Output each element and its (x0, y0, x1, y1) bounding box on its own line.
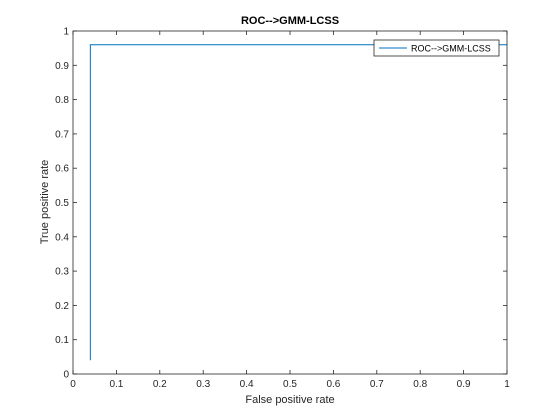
y-tick-label: 0.8 (55, 95, 69, 106)
x-tick-label: 0 (70, 379, 76, 390)
y-tick-label: 0.1 (55, 335, 69, 346)
y-tick-label: 0 (63, 370, 69, 381)
y-tick-label: 1 (63, 27, 69, 38)
x-tick-label: 0.3 (196, 379, 210, 390)
x-tick-label: 0.2 (153, 379, 167, 390)
x-tick-label: 0.8 (413, 379, 427, 390)
y-tick-label: 0.4 (55, 232, 69, 243)
y-axis-label: True positive rate (39, 160, 51, 245)
legend: ROC-->GMM-LCSS (373, 39, 500, 57)
x-tick-label: 0.5 (283, 379, 297, 390)
plot-area (73, 31, 507, 374)
x-tick-label: 1 (504, 379, 510, 390)
y-tick-label: 0.2 (55, 301, 69, 312)
legend-box (373, 39, 500, 57)
y-tick-label: 0.6 (55, 164, 69, 175)
x-tick-label: 0.7 (370, 379, 384, 390)
series-layer (89, 44, 507, 361)
x-tick-label: 0.4 (240, 379, 254, 390)
x-tick-label: 0.6 (326, 379, 340, 390)
x-tick-label: 0.1 (109, 379, 123, 390)
y-tick-label: 0.7 (55, 129, 69, 140)
x-axis-label: False positive rate (245, 394, 334, 406)
ticks-layer: 0 0.1 0.2 0.3 0.4 0.5 0.6 0.7 0.8 0.9 1 0 0.1 0.2 0.3 0… (55, 27, 510, 391)
series-line-roc (89, 44, 507, 361)
y-tick-label: 0.3 (55, 267, 69, 278)
chart-title: ROC-->GMM-LCSS (241, 15, 339, 27)
legend-label: ROC-->GMM-LCSS (411, 44, 491, 54)
y-tick-label: 0.9 (55, 61, 69, 72)
y-tick-label: 0.5 (55, 198, 69, 209)
x-tick-label: 0.9 (457, 379, 471, 390)
